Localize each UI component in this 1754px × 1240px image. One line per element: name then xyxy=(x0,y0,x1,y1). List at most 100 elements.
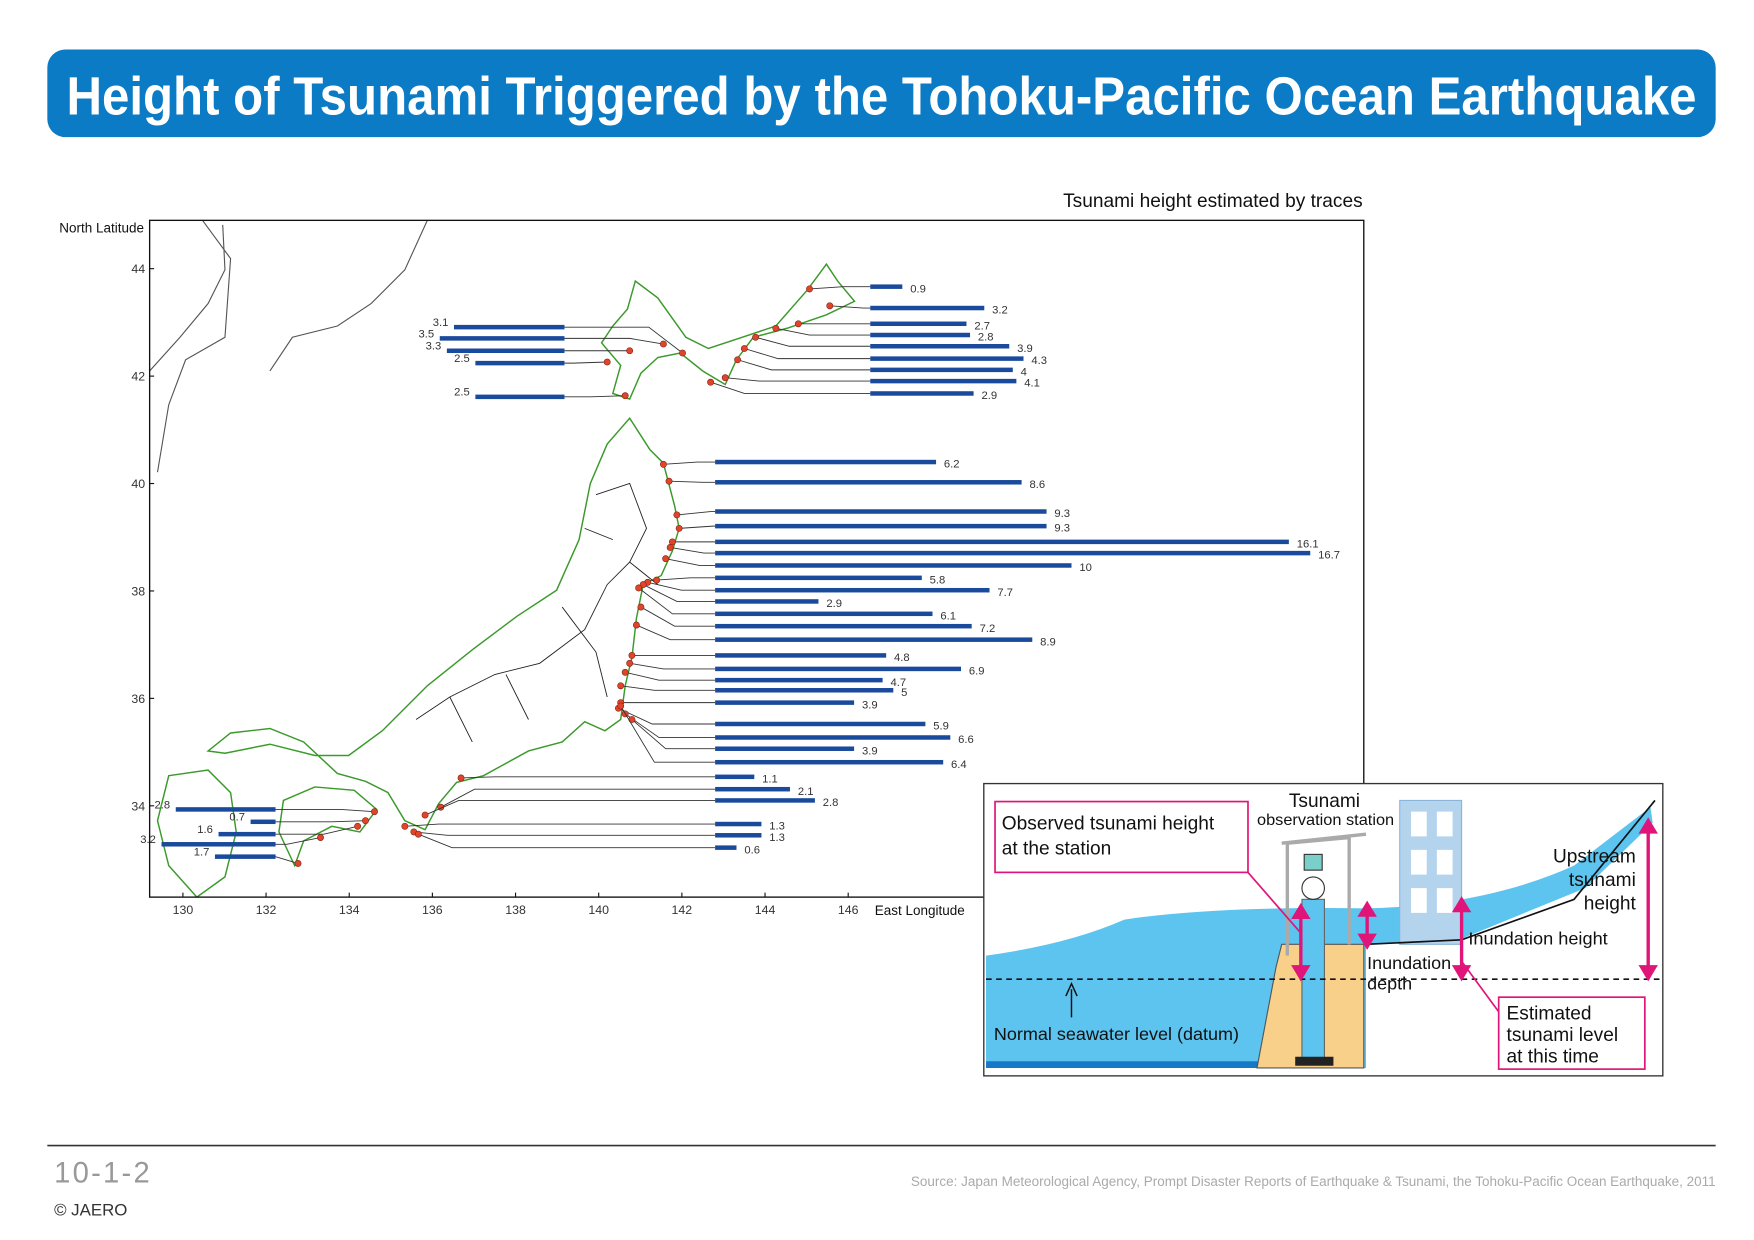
value-label: 1.6 xyxy=(197,824,213,836)
station-subtitle: observation station xyxy=(1257,812,1394,829)
bar xyxy=(475,394,565,400)
connector xyxy=(275,820,366,823)
bar xyxy=(715,821,762,827)
site-marker xyxy=(457,774,465,782)
title: Height of Tsunami Triggered by the Tohok… xyxy=(66,67,1696,127)
site-marker xyxy=(637,603,645,611)
bar xyxy=(250,819,276,825)
connector xyxy=(809,286,871,290)
connector xyxy=(737,359,871,371)
observed-label: at the station xyxy=(1002,838,1111,859)
observed-box xyxy=(994,800,1249,874)
value-label: 4.8 xyxy=(894,652,910,664)
bar xyxy=(161,842,276,847)
windows xyxy=(1410,811,1453,913)
bar xyxy=(439,336,565,341)
upstream-label: height xyxy=(1584,893,1637,914)
bar xyxy=(870,332,971,338)
connector xyxy=(636,624,716,641)
value-label: 8.6 xyxy=(1029,479,1045,491)
y-tick-label: 42 xyxy=(131,370,145,384)
connector xyxy=(275,856,299,864)
inset-diagram: Tsunami observation station Observed tsu… xyxy=(983,782,1664,1077)
bar xyxy=(715,539,1289,545)
connector xyxy=(710,381,871,394)
upstream-label: tsunami xyxy=(1569,870,1636,891)
value-label: 7.7 xyxy=(997,587,1013,599)
estimated-label: tsunami level xyxy=(1507,1025,1619,1046)
connector xyxy=(564,361,608,364)
seabed xyxy=(986,1061,1279,1068)
connector xyxy=(625,671,716,681)
bar xyxy=(870,367,1013,373)
site-marker xyxy=(617,702,625,710)
value-label: 2.9 xyxy=(826,598,842,610)
measure-arrows xyxy=(1291,817,1658,982)
site-marker xyxy=(707,378,715,386)
value-label: 1.3 xyxy=(769,821,785,833)
bar xyxy=(715,523,1047,529)
y-tick-label: 38 xyxy=(131,584,145,598)
value-label: 1.3 xyxy=(769,832,785,844)
connector xyxy=(275,837,321,845)
site-marker xyxy=(673,511,681,519)
value-label: 16.7 xyxy=(1318,550,1340,562)
site-marker xyxy=(826,302,834,310)
connector xyxy=(656,577,716,581)
site-marker xyxy=(621,668,629,676)
honshu xyxy=(206,416,680,831)
connector xyxy=(638,587,716,615)
site-marker xyxy=(721,374,729,382)
continent-coast xyxy=(149,220,428,473)
y-tick-label: 44 xyxy=(131,262,145,276)
bar xyxy=(715,563,1072,568)
bar xyxy=(475,360,565,366)
connector xyxy=(461,776,716,779)
value-label: 3.9 xyxy=(862,745,878,757)
connector xyxy=(642,584,716,602)
estimated-label: Estimated xyxy=(1507,1004,1592,1025)
value-label: 8.9 xyxy=(1040,636,1056,648)
site-marker xyxy=(679,349,686,357)
bar xyxy=(870,321,967,327)
connector xyxy=(676,511,716,516)
value-label: 2.5 xyxy=(454,387,470,399)
bar xyxy=(218,831,276,837)
site-marker xyxy=(635,584,643,592)
value-label: 4 xyxy=(1021,366,1027,378)
bar xyxy=(870,305,985,311)
site-marker xyxy=(617,682,625,690)
bar xyxy=(715,550,1311,556)
station-title: Tsunami xyxy=(1289,791,1360,812)
connector xyxy=(663,461,716,465)
connector xyxy=(564,326,683,354)
value-label: 4.1 xyxy=(1024,378,1040,390)
x-tick-label: 146 xyxy=(838,903,859,917)
value-label: 6.9 xyxy=(969,666,985,678)
connector xyxy=(665,558,716,566)
site-marker xyxy=(628,651,636,659)
gauge xyxy=(1303,853,1323,871)
value-label: 16.1 xyxy=(1297,538,1319,550)
bar xyxy=(715,637,1033,642)
bar xyxy=(715,459,937,465)
source: Source: Japan Meteorological Agency, Pro… xyxy=(911,1174,1716,1189)
site-marker xyxy=(371,808,378,816)
page-number: 10-1-2 xyxy=(54,1158,152,1190)
observed-label: Observed tsunami height xyxy=(1002,814,1215,835)
bar xyxy=(870,391,974,396)
connector xyxy=(564,395,626,398)
value-label: 0.6 xyxy=(744,844,760,856)
site-marker xyxy=(639,581,647,589)
site-marker xyxy=(621,392,629,400)
value-label: 6.2 xyxy=(944,459,960,471)
site-marker xyxy=(421,811,429,819)
site-marker xyxy=(354,822,362,830)
kyushu xyxy=(156,769,237,898)
value-label: 3.9 xyxy=(1017,343,1033,355)
connector xyxy=(618,707,716,725)
estimated-box xyxy=(1497,996,1646,1070)
copyright: © JAERO xyxy=(54,1200,127,1219)
